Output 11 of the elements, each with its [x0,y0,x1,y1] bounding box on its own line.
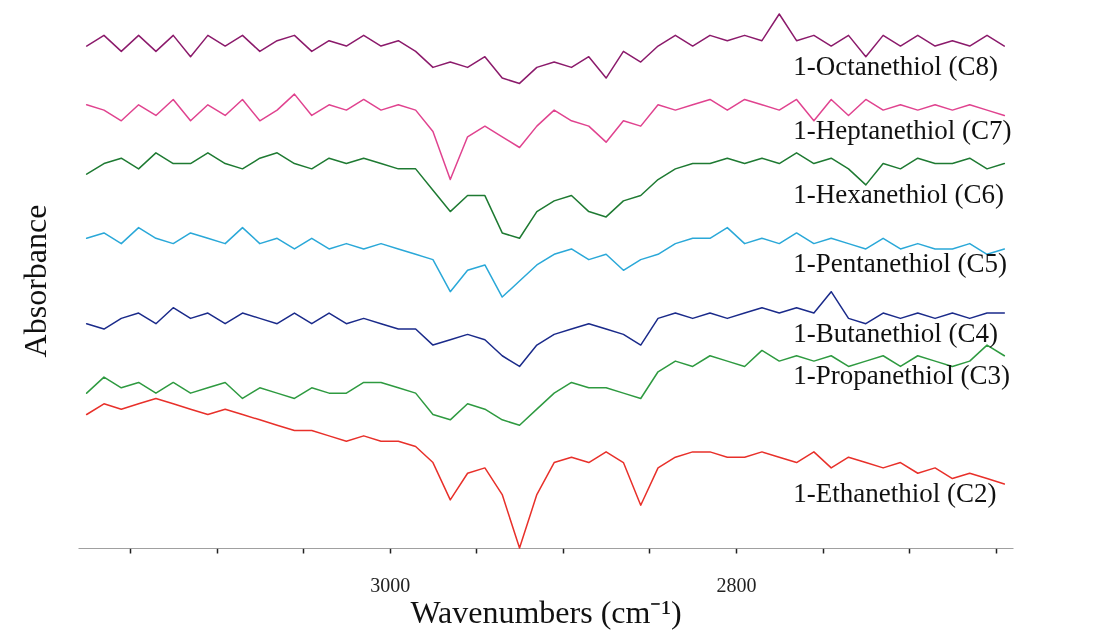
series-label: 1-Heptanethiol (C7) [793,114,1012,145]
series-label: 1-Hexanethiol (C6) [793,178,1004,209]
x-tick-label: 3000 [370,573,411,596]
series-label: 1-Pentanethiol (C5) [793,248,1007,279]
series-label: 1-Octanethiol (C8) [793,50,998,81]
series-label: 1-Propanethiol (C3) [793,360,1010,391]
x-tick-label: 2800 [716,573,757,596]
x-axis-title: Wavenumbers (cm⁻¹) [410,593,682,630]
y-axis-title: Absorbance [17,204,53,358]
series-label: 1-Butanethiol (C4) [793,317,998,348]
series-label: 1-Ethanethiol (C2) [793,477,997,508]
